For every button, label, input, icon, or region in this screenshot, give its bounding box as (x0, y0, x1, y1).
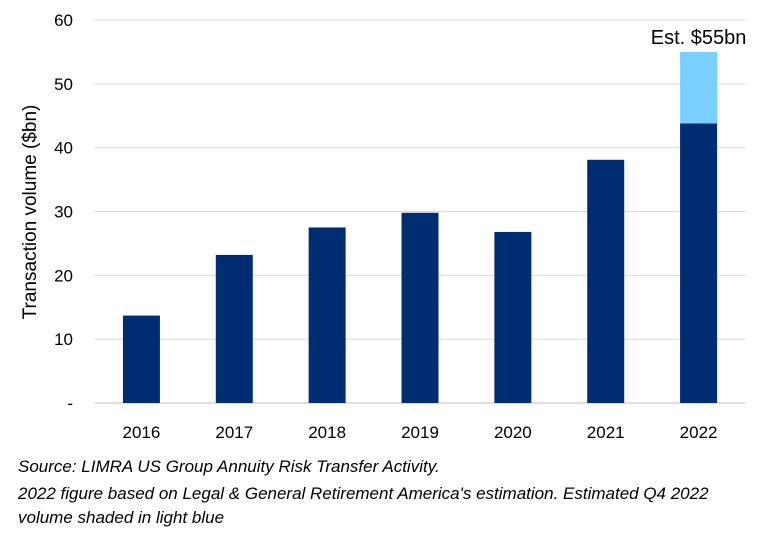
total-annotation: Est. $55bn (651, 27, 747, 49)
estimation-note: 2022 figure based on Legal & General Ret… (18, 484, 709, 527)
source-note: Source: LIMRA US Group Annuity Risk Tran… (18, 457, 440, 476)
x-tick-label: 2018 (308, 423, 346, 442)
y-tick-label: 20 (54, 266, 73, 285)
bar-2019 (401, 212, 439, 403)
y-tick-label: 50 (54, 75, 73, 94)
bar-2017 (215, 254, 253, 403)
bars (122, 51, 718, 403)
bar-2016 (122, 315, 160, 403)
x-tick-label: 2020 (494, 423, 532, 442)
y-tick-label: 30 (54, 203, 73, 222)
y-tick-label: 60 (54, 11, 73, 30)
x-axis-ticks: 2016 2017 2018 2019 2020 2021 2022 (123, 423, 718, 442)
bar-2018 (308, 227, 346, 403)
x-tick-label: 2019 (401, 423, 439, 442)
bar-2022 (680, 123, 718, 403)
x-tick-label: 2021 (587, 423, 625, 442)
y-tick-label: 40 (54, 139, 73, 158)
y-axis-label: Transaction volume ($bn) (20, 105, 41, 320)
y-tick-label: 10 (54, 330, 73, 349)
x-tick-label: 2022 (680, 423, 718, 442)
y-tick-label: - (67, 394, 73, 413)
x-tick-label: 2017 (215, 423, 253, 442)
bar-2021 (587, 159, 625, 403)
bar-2020 (494, 231, 532, 403)
bar-2022-estimate (680, 51, 718, 124)
x-tick-label: 2016 (123, 423, 161, 442)
y-axis-ticks: - 10 20 30 40 50 60 (54, 11, 73, 413)
annotations: Est. $55bn (651, 27, 747, 49)
